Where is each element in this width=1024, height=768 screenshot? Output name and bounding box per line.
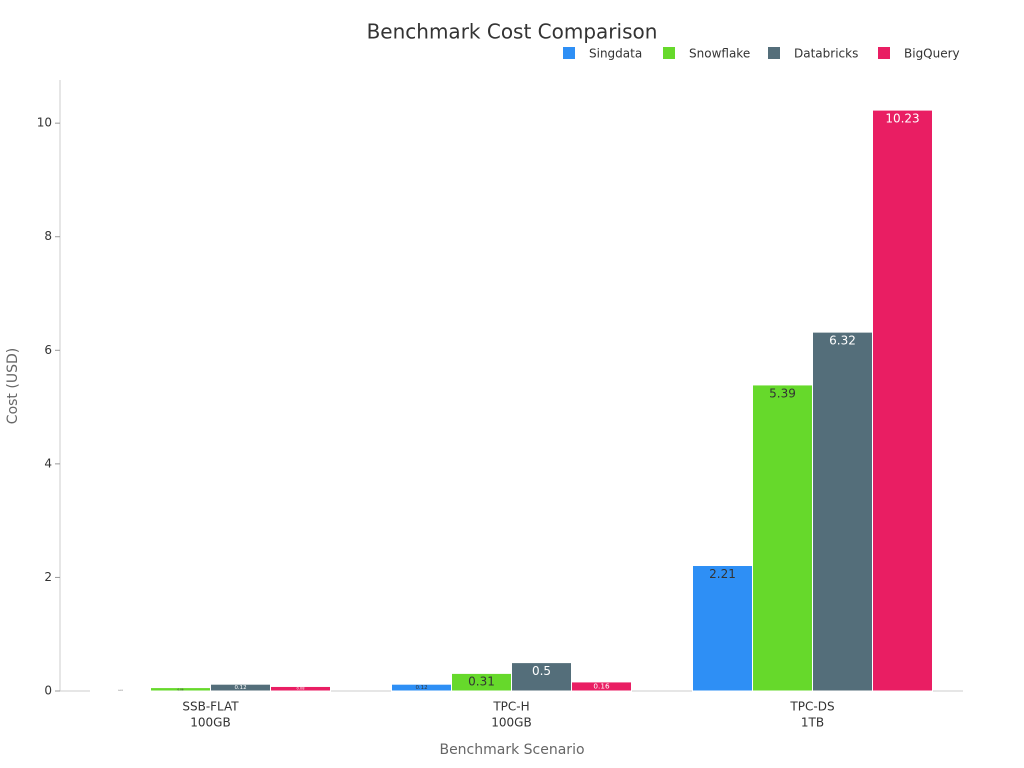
data-label: 0.08: [296, 687, 305, 691]
data-label: 0.01: [118, 690, 123, 692]
data-label: 0.31: [468, 675, 495, 689]
chart-title: Benchmark Cost Comparison: [367, 20, 658, 44]
legend-label: Singdata: [589, 47, 642, 61]
legend-label: BigQuery: [904, 47, 960, 61]
data-label: 2.21: [709, 567, 736, 581]
legend-label: Databricks: [794, 47, 858, 61]
bar: [571, 681, 632, 692]
bar: [752, 384, 813, 692]
data-label: 0.12: [415, 685, 427, 691]
x-tick-label: 100GB: [491, 716, 531, 730]
data-label: 10.23: [885, 112, 919, 126]
x-tick-label: TPC-H: [492, 700, 529, 714]
y-tick-label: 10: [37, 116, 52, 130]
y-tick-label: 2: [44, 570, 52, 584]
data-label: 6.32: [829, 334, 856, 348]
bar: [270, 685, 331, 692]
data-label: 0.12: [234, 685, 246, 691]
y-tick-label: 0: [44, 684, 52, 698]
y-tick-label: 8: [44, 229, 52, 243]
data-label: 0.06: [177, 687, 183, 691]
y-tick-label: 4: [44, 456, 52, 470]
data-label: 0.5: [532, 664, 551, 678]
x-tick-label: 100GB: [190, 716, 230, 730]
bar: [872, 109, 933, 692]
x-tick-label: SSB-FLAT: [182, 700, 239, 714]
data-label: 5.39: [769, 386, 796, 400]
y-tick-label: 6: [44, 343, 52, 357]
legend-label: Snowflake: [689, 47, 750, 61]
legend-swatch: [878, 47, 890, 59]
y-axis-title: Cost (USD): [5, 348, 21, 424]
x-axis-title: Benchmark Scenario: [439, 742, 584, 758]
legend-swatch: [663, 47, 675, 59]
data-label: 0.16: [593, 681, 610, 690]
legend-swatch: [563, 47, 575, 59]
x-tick-label: TPC-DS: [789, 700, 834, 714]
legend-swatch: [768, 47, 780, 59]
x-tick-label: 1TB: [801, 716, 824, 730]
bar: [511, 662, 572, 692]
bar: [812, 331, 873, 692]
bar: [692, 565, 753, 692]
